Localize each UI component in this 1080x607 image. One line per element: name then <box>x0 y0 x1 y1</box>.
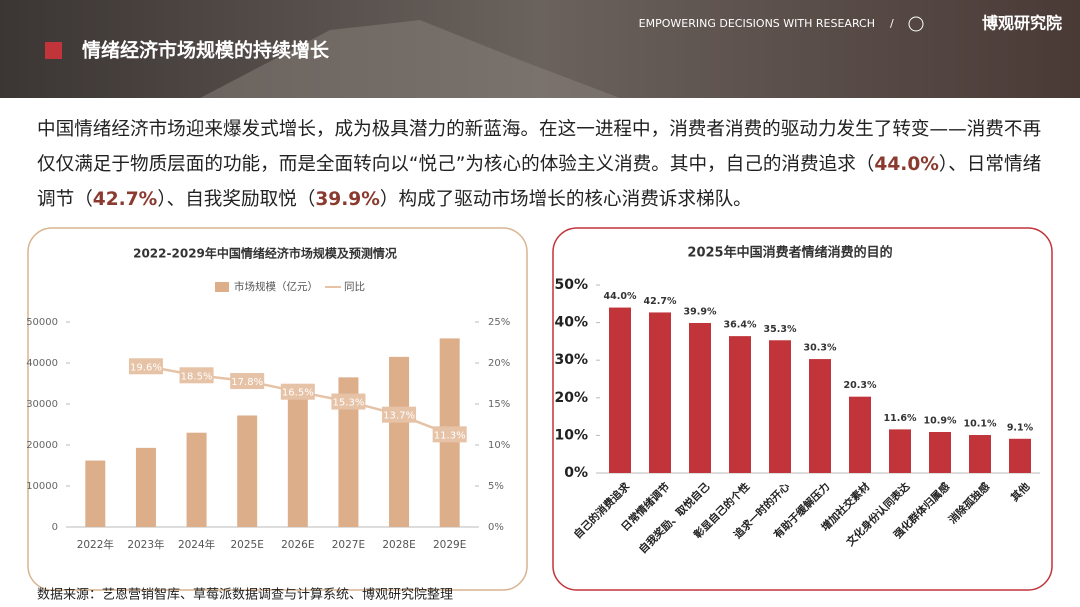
bar <box>809 359 831 473</box>
label-box <box>280 383 315 400</box>
y2-tick-label: 5% <box>488 481 504 492</box>
y-tick-label: 10000 <box>26 481 58 492</box>
highlight: 39.9% <box>315 189 380 210</box>
x-tick-label: 2028E <box>382 539 415 551</box>
bar <box>389 356 410 527</box>
data-label: 35.3% <box>764 324 797 335</box>
title-marker <box>45 42 62 59</box>
data-label: 11.6% <box>884 413 917 424</box>
data-label: 39.9% <box>684 306 717 317</box>
label-box <box>128 358 163 375</box>
data-label: 42.7% <box>644 296 677 307</box>
text: 中国情绪经济市场迎来爆发式增长，成为极具潜力的新蓝海。在这一进程中，消费者消费的… <box>37 119 1042 175</box>
bar <box>769 340 791 473</box>
slide-title: 情绪经济市场规模的持续增长 <box>82 39 330 62</box>
bar <box>287 397 308 527</box>
y-tick-label: 0% <box>564 465 588 481</box>
data-label: 44.0% <box>604 291 637 302</box>
bar <box>135 447 156 527</box>
legend-label: 市场规模（亿元） <box>234 280 318 293</box>
chart-title: 2022-2029年中国情绪经济市场规模及预测情况 <box>133 246 397 261</box>
data-label: 17.8% <box>231 377 263 388</box>
highlight: 44.0% <box>874 154 939 175</box>
source: 数据来源：艺恩营销智库、草莓派数据调查与计算系统、博观研究院整理 <box>37 587 453 603</box>
data-label: 16.5% <box>282 388 314 399</box>
data-label: 10.1% <box>964 419 997 430</box>
y-tick-label: 30000 <box>26 399 58 410</box>
y-tick-label: 40% <box>554 315 588 331</box>
y-tick-label: 0 <box>52 522 58 533</box>
bar <box>609 307 631 473</box>
y2-tick-label: 0% <box>488 522 504 533</box>
label-box <box>230 373 265 390</box>
x-tick-label: 2023年 <box>127 538 164 551</box>
bar <box>338 377 359 527</box>
bar <box>929 432 951 473</box>
legend-label: 同比 <box>344 280 365 293</box>
y2-tick-label: 25% <box>488 317 510 328</box>
highlight: 42.7% <box>92 189 158 210</box>
data-label: 18.5% <box>181 371 213 382</box>
tagline: EMPOWERING DECISIONS WITH RESEARCH <box>639 17 875 30</box>
mountain <box>200 20 620 98</box>
x-tick-label: 2027E <box>332 539 365 551</box>
bar <box>889 429 911 473</box>
chart-frame <box>552 227 1053 591</box>
x-tick-label: 2029E <box>433 539 466 551</box>
data-label: 15.3% <box>333 398 365 409</box>
text: ）、自我奖励取悦（ <box>157 189 316 210</box>
y2-tick-label: 15% <box>488 399 510 410</box>
bar <box>969 435 991 473</box>
y-tick-label: 50000 <box>26 317 58 328</box>
bar <box>689 322 711 473</box>
x-tick-label: 2025E <box>231 539 264 551</box>
bar <box>729 336 751 473</box>
text: ）构成了驱动市场增长的核心消费诉求梯队。 <box>379 189 752 210</box>
brand: 博观研究院 <box>982 14 1062 33</box>
x-tick-label: 2022年 <box>77 538 114 551</box>
bar <box>237 415 258 527</box>
data-label: 36.4% <box>724 320 757 331</box>
x-tick-label: 2024年 <box>178 538 215 551</box>
label-box <box>179 367 214 384</box>
y2-tick-label: 10% <box>488 440 510 451</box>
bar <box>849 396 871 473</box>
y-tick-label: 40000 <box>26 358 58 369</box>
data-label: 19.6% <box>130 362 162 373</box>
data-label: 9.1% <box>1007 422 1034 433</box>
label-box <box>331 393 366 410</box>
paragraph: 中国情绪经济市场迎来爆发式增长，成为极具潜力的新蓝海。在这一进程中，消费者消费的… <box>37 112 1047 217</box>
y-tick-label: 30% <box>554 352 588 368</box>
y-tick-label: 10% <box>554 427 588 443</box>
chart-title: 2025年中国消费者情绪消费的目的 <box>687 245 892 261</box>
text: ）、日常情绪调节（ <box>37 154 1042 210</box>
y2-tick-label: 20% <box>488 358 510 369</box>
bar <box>85 460 106 527</box>
legend-swatch <box>215 282 229 292</box>
y-tick-label: 20000 <box>26 440 58 451</box>
data-label: 20.3% <box>844 380 877 391</box>
y-tick-label: 20% <box>554 390 588 406</box>
label-box <box>432 426 467 443</box>
bar <box>1009 438 1031 473</box>
bar <box>186 432 207 527</box>
data-label: 11.3% <box>434 430 466 441</box>
separator: / <box>890 17 894 30</box>
data-label: 13.7% <box>383 411 415 422</box>
x-tick-label: 2026E <box>281 539 314 551</box>
bar <box>649 312 671 473</box>
label-box <box>382 406 417 423</box>
logo <box>908 16 924 32</box>
data-label: 30.3% <box>804 343 837 354</box>
y-tick-label: 50% <box>554 277 588 293</box>
data-label: 10.9% <box>924 416 957 427</box>
